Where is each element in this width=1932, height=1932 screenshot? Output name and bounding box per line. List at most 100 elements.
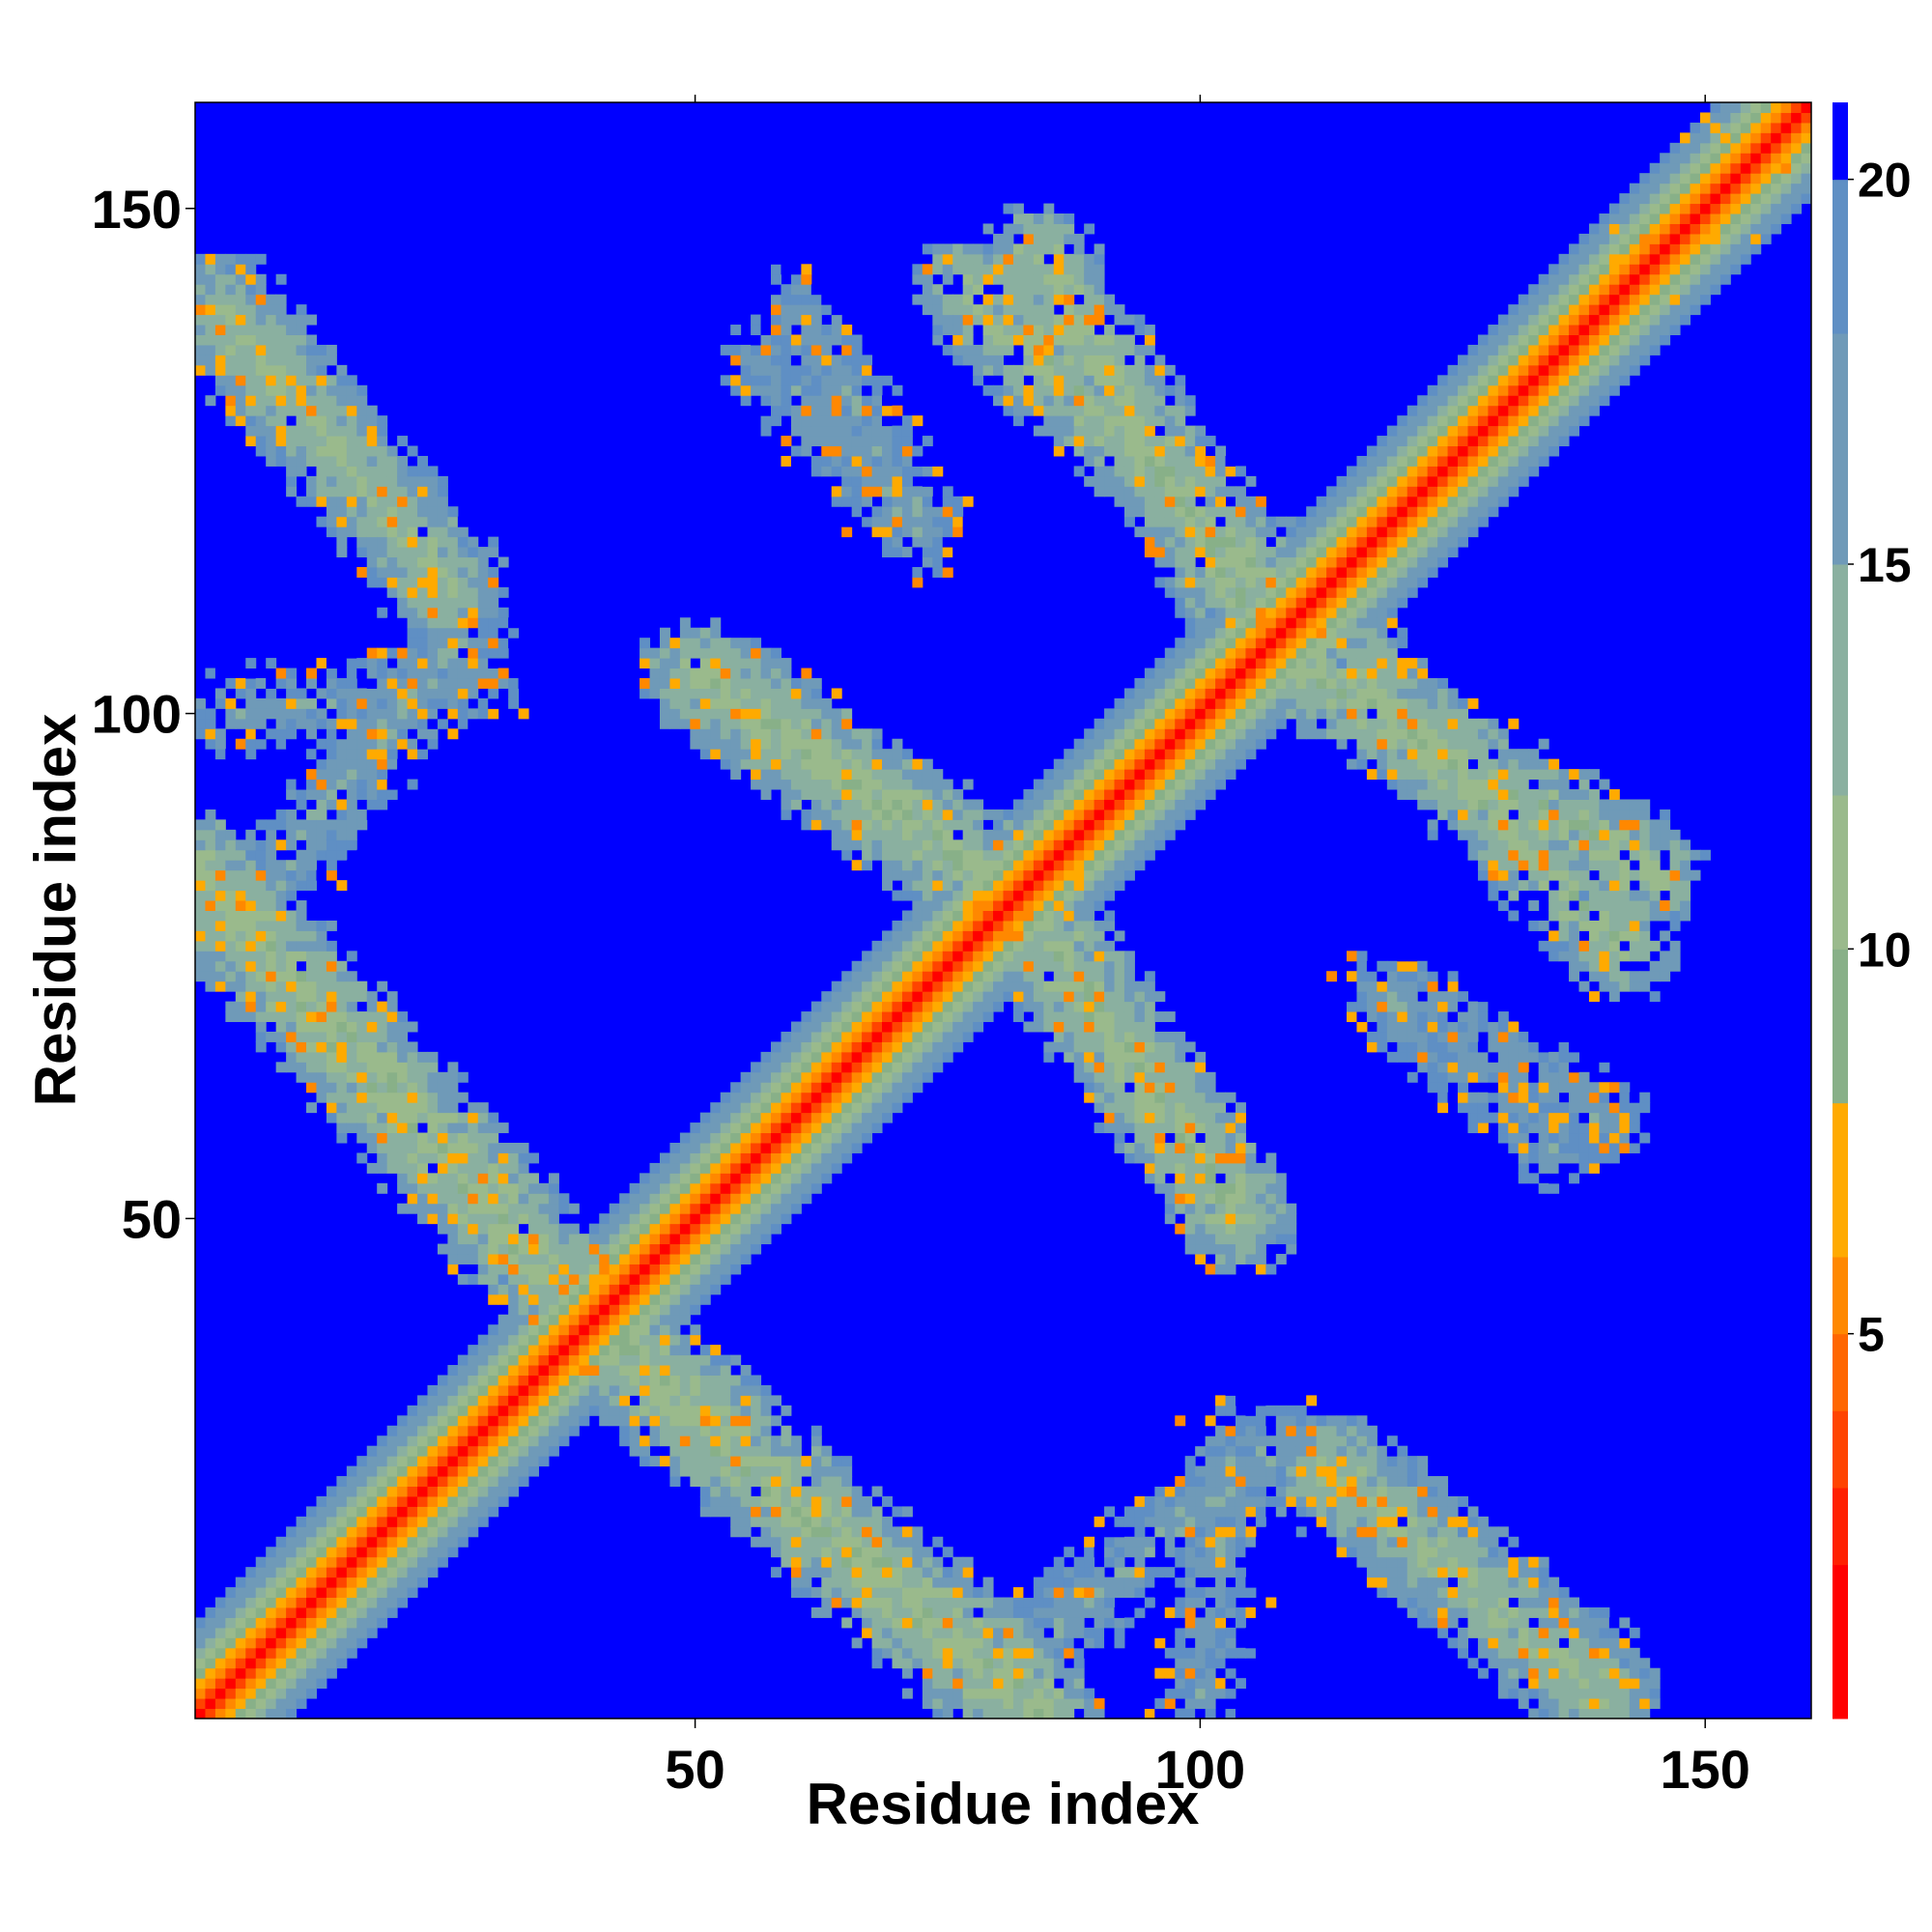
heatmap-cell bbox=[710, 1476, 722, 1488]
heatmap-cell bbox=[771, 1567, 781, 1578]
heatmap-cell bbox=[659, 678, 670, 689]
heatmap-cell bbox=[427, 1092, 439, 1103]
heatmap-cell bbox=[558, 1384, 570, 1396]
heatmap-cell bbox=[286, 1667, 298, 1679]
heatmap-cell bbox=[214, 284, 226, 296]
heatmap-cell bbox=[993, 253, 1004, 265]
heatmap-cell bbox=[316, 980, 327, 992]
heatmap-cell bbox=[1023, 960, 1035, 972]
heatmap-cell bbox=[1053, 364, 1065, 376]
heatmap-cell bbox=[740, 749, 752, 760]
heatmap-cell bbox=[1053, 1001, 1065, 1012]
heatmap-cell bbox=[1003, 243, 1014, 255]
heatmap-cell bbox=[892, 869, 903, 881]
heatmap-cell bbox=[356, 789, 368, 800]
heatmap-cell bbox=[982, 334, 994, 346]
heatmap-cell bbox=[488, 1234, 499, 1245]
heatmap-cell bbox=[255, 738, 267, 750]
heatmap-cell bbox=[1064, 860, 1075, 871]
heatmap-cell bbox=[862, 991, 873, 1003]
heatmap-cell bbox=[326, 415, 337, 427]
heatmap-cell bbox=[730, 1152, 742, 1164]
heatmap-cell bbox=[781, 294, 792, 305]
heatmap-cell bbox=[851, 466, 863, 477]
heatmap-cell bbox=[457, 678, 469, 689]
heatmap-cell bbox=[871, 819, 883, 831]
heatmap-cell bbox=[275, 1708, 287, 1719]
heatmap-cell bbox=[831, 1465, 842, 1477]
heatmap-cell bbox=[346, 1627, 357, 1638]
heatmap-cell bbox=[751, 1102, 762, 1114]
heatmap-cell bbox=[669, 697, 681, 709]
heatmap-cell bbox=[306, 1062, 317, 1073]
heatmap-cell bbox=[346, 688, 357, 699]
heatmap-cell bbox=[922, 1062, 933, 1073]
heatmap-cell bbox=[871, 1102, 883, 1114]
heatmap-cell bbox=[790, 1082, 802, 1094]
heatmap-cell bbox=[558, 1203, 570, 1214]
heatmap-cell bbox=[397, 1132, 409, 1144]
heatmap-cell bbox=[225, 1587, 237, 1599]
heatmap-cell bbox=[245, 658, 257, 669]
heatmap-cell bbox=[942, 304, 953, 316]
heatmap-cell bbox=[205, 930, 216, 942]
heatmap-cell bbox=[801, 375, 812, 386]
heatmap-cell bbox=[316, 849, 327, 861]
heatmap-cell bbox=[255, 849, 267, 861]
heatmap-cell bbox=[245, 314, 257, 326]
heatmap-cell bbox=[477, 708, 489, 720]
heatmap-cell bbox=[214, 1708, 226, 1719]
heatmap-cell bbox=[538, 1435, 550, 1447]
heatmap-cell bbox=[982, 920, 994, 931]
heatmap-cell bbox=[235, 273, 246, 285]
heatmap-cell bbox=[336, 1647, 348, 1659]
heatmap-cell bbox=[871, 395, 883, 407]
heatmap-cell bbox=[679, 1435, 691, 1447]
heatmap-cell bbox=[1064, 1627, 1075, 1638]
heatmap-cell bbox=[528, 1264, 540, 1275]
heatmap-cell bbox=[316, 940, 327, 952]
heatmap-cell bbox=[296, 1597, 307, 1608]
heatmap-cell bbox=[346, 668, 357, 679]
heatmap-cell bbox=[760, 1213, 772, 1225]
heatmap-cell bbox=[751, 1234, 762, 1245]
heatmap-cell bbox=[882, 1647, 893, 1659]
heatmap-cell bbox=[801, 697, 812, 709]
heatmap-cell bbox=[912, 294, 923, 305]
heatmap-cell bbox=[1053, 334, 1065, 346]
heatmap-cell bbox=[781, 1456, 792, 1467]
heatmap-cell bbox=[962, 799, 974, 810]
heatmap-cell bbox=[427, 1203, 439, 1214]
heatmap-cell bbox=[751, 708, 762, 720]
heatmap-cell bbox=[1043, 1688, 1055, 1699]
heatmap-cell bbox=[326, 445, 337, 457]
heatmap-cell bbox=[982, 1587, 994, 1599]
heatmap-cell bbox=[871, 799, 883, 810]
heatmap-cell bbox=[760, 1203, 772, 1214]
heatmap-cell bbox=[427, 1112, 439, 1123]
heatmap-cell bbox=[286, 1547, 298, 1558]
heatmap-cell bbox=[710, 1132, 722, 1144]
heatmap-cell bbox=[326, 1647, 337, 1659]
heatmap-cell bbox=[710, 1425, 722, 1436]
heatmap-cell bbox=[386, 647, 398, 659]
heatmap-cell bbox=[356, 749, 368, 760]
heatmap-cell bbox=[699, 1293, 711, 1305]
heatmap-cell bbox=[316, 1617, 327, 1629]
heatmap-cell bbox=[235, 910, 246, 922]
heatmap-cell bbox=[1094, 344, 1105, 355]
heatmap-cell bbox=[558, 1415, 570, 1427]
heatmap-cell bbox=[437, 638, 448, 649]
heatmap-cell bbox=[235, 1577, 246, 1588]
heatmap-cell bbox=[508, 688, 520, 699]
heatmap-cell bbox=[720, 1476, 731, 1488]
heatmap-cell bbox=[901, 1597, 913, 1608]
heatmap-cell bbox=[669, 688, 681, 699]
heatmap-cell bbox=[457, 1526, 469, 1538]
heatmap-cell bbox=[781, 1435, 792, 1447]
heatmap-cell bbox=[356, 395, 368, 407]
heatmap-cell bbox=[447, 556, 459, 568]
heatmap-cell bbox=[1023, 395, 1035, 407]
heatmap-cell bbox=[1003, 1678, 1014, 1690]
heatmap-cell bbox=[205, 829, 216, 840]
